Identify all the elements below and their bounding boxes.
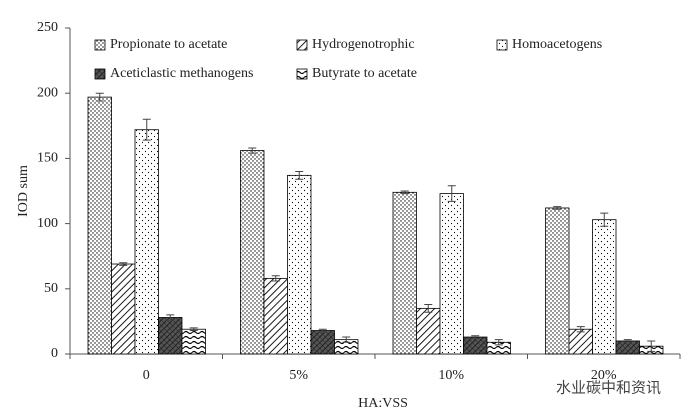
bar <box>287 174 312 355</box>
legend-label: Butyrate to acetate <box>312 66 417 81</box>
bar <box>545 207 570 355</box>
bar <box>310 330 335 355</box>
bar <box>439 193 464 355</box>
y-axis-label: IOD sum <box>16 165 31 217</box>
x-tick-label: 20% <box>591 368 617 383</box>
bar <box>592 219 617 355</box>
bar <box>392 191 417 355</box>
error-bar <box>471 335 480 339</box>
error-bar <box>119 262 128 266</box>
y-tick-label: 200 <box>37 85 58 100</box>
bar <box>111 263 136 355</box>
error-bar <box>271 275 280 282</box>
y-tick-label: 0 <box>51 346 58 361</box>
error-bar <box>600 212 609 227</box>
error-bar <box>248 147 257 154</box>
error-bar <box>424 303 433 313</box>
legend-swatch <box>94 68 106 80</box>
bar <box>240 150 265 355</box>
bar <box>134 129 159 355</box>
legend-swatch <box>496 39 508 51</box>
bar <box>263 277 288 355</box>
legend-label: Propionate to acetate <box>110 37 227 52</box>
bar <box>87 96 112 355</box>
bar <box>615 340 640 355</box>
x-tick-label: 5% <box>289 368 308 383</box>
y-tick-label: 150 <box>37 151 58 166</box>
error-bar <box>142 118 151 141</box>
error-bar <box>553 206 562 210</box>
error-bar <box>295 170 304 180</box>
legend-swatch <box>296 68 308 80</box>
error-bar <box>342 336 351 343</box>
error-bar <box>166 314 175 321</box>
error-bar <box>494 339 503 346</box>
error-bar <box>95 92 104 102</box>
x-axis-label: HA:VSS <box>358 396 408 411</box>
y-tick-label: 50 <box>44 281 58 296</box>
error-bar <box>189 327 198 332</box>
error-bar <box>318 328 327 333</box>
bar <box>158 317 183 355</box>
bar <box>416 307 441 355</box>
bar <box>181 328 206 355</box>
error-bar <box>400 190 409 195</box>
y-tick-label: 250 <box>37 20 58 35</box>
error-bar <box>647 340 656 352</box>
error-bar <box>447 185 456 202</box>
legend-swatch <box>94 39 106 51</box>
legend-swatch <box>296 39 308 51</box>
bar <box>568 328 593 355</box>
watermark: 水业碳中和资讯 <box>556 379 661 397</box>
bar <box>463 336 488 355</box>
x-tick-label: 0 <box>143 368 150 383</box>
x-tick-label: 10% <box>438 368 464 383</box>
legend-label: Hydrogenotrophic <box>312 37 415 52</box>
y-tick-label: 100 <box>37 216 58 231</box>
legend-label: Homoacetogens <box>512 37 602 52</box>
legend-label: Aceticlastic methanogens <box>110 66 253 81</box>
error-bar <box>623 339 632 343</box>
error-bar <box>576 326 585 333</box>
